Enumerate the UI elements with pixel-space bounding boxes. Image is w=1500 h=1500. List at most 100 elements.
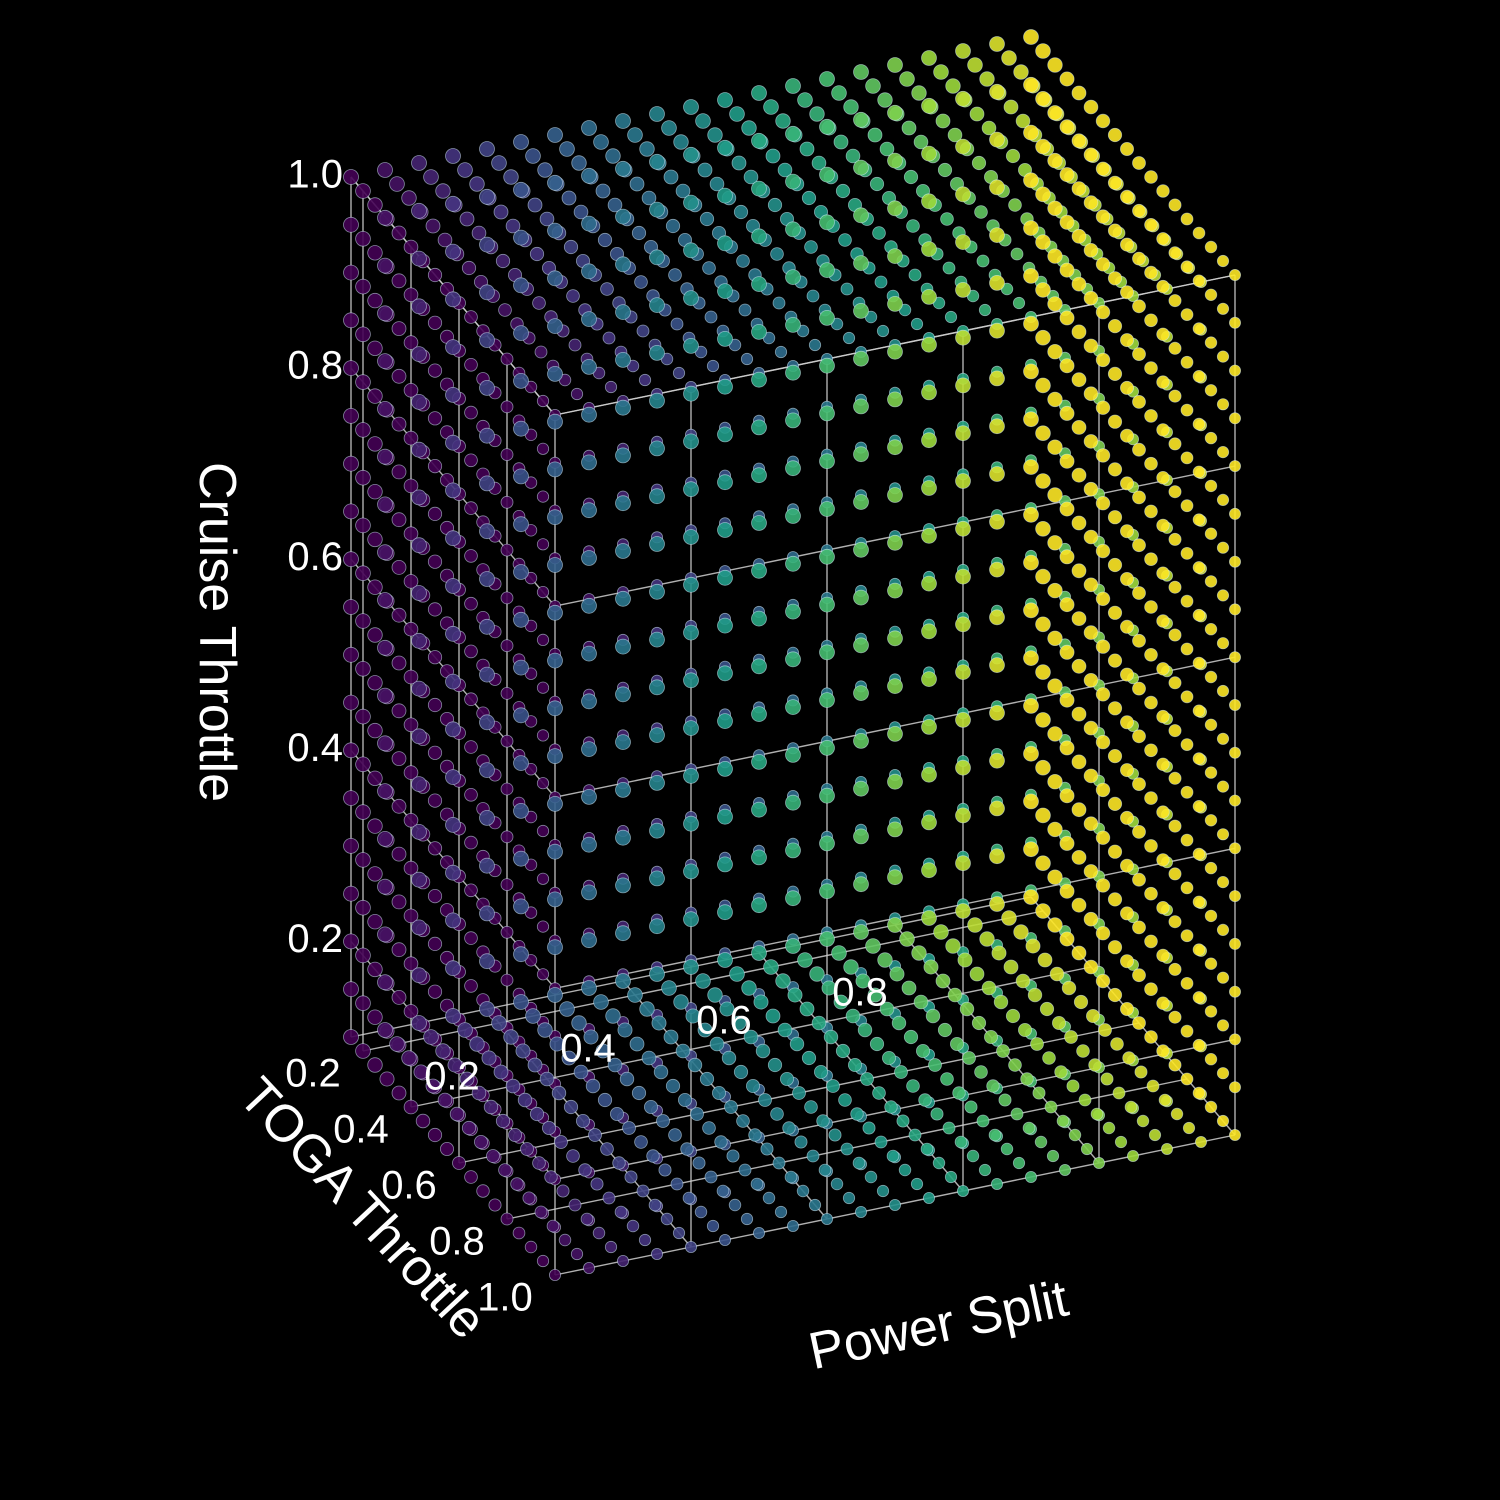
data-point (717, 808, 733, 825)
data-point (391, 273, 407, 289)
data-point (955, 855, 971, 872)
data-point (563, 239, 579, 255)
data-point (1204, 1005, 1218, 1018)
data-point (1023, 745, 1039, 762)
data-point (702, 261, 716, 275)
data-point (498, 1163, 512, 1177)
data-point (343, 407, 359, 424)
data-point (751, 132, 767, 149)
data-point (500, 448, 514, 462)
data-point (1035, 664, 1051, 680)
data-point (445, 243, 461, 260)
data-point (751, 658, 767, 675)
data-point (355, 183, 371, 199)
data-point (610, 1107, 625, 1122)
data-point (1059, 835, 1075, 851)
data-point (1120, 906, 1135, 921)
data-point (955, 473, 971, 489)
data-point (536, 681, 550, 694)
data-point (1071, 467, 1087, 483)
data-point (532, 296, 546, 310)
data-point (581, 215, 597, 232)
data-point (683, 672, 699, 689)
data-point (1047, 57, 1063, 73)
data-point (717, 761, 733, 777)
data-point (459, 211, 475, 227)
data-point (944, 1170, 958, 1184)
data-point (481, 1050, 497, 1066)
data-point (1216, 1019, 1230, 1032)
data-point (819, 214, 835, 231)
data-point (887, 487, 903, 503)
data-point (753, 994, 769, 1010)
data-point (649, 966, 665, 982)
data-point (525, 1008, 541, 1024)
data-point (1148, 1128, 1162, 1142)
data-point (1180, 977, 1194, 990)
data-point (706, 1219, 720, 1233)
data-point (1023, 459, 1039, 475)
data-point (835, 1043, 851, 1059)
data-point (391, 607, 407, 623)
data-point (343, 742, 359, 759)
data-point (933, 924, 949, 940)
data-point (561, 1050, 577, 1066)
data-point (1023, 650, 1039, 666)
data-point (785, 125, 801, 142)
data-point (1047, 535, 1063, 551)
data-point (636, 324, 650, 338)
data-point (1107, 653, 1123, 668)
data-point (704, 1170, 718, 1184)
data-point (570, 387, 584, 401)
data-point (1229, 842, 1242, 855)
data-point (785, 316, 801, 333)
data-point (653, 1064, 669, 1080)
data-point (1080, 1142, 1094, 1156)
data-point (1025, 938, 1041, 954)
data-point (649, 583, 665, 600)
data-point (955, 616, 971, 633)
data-point (615, 829, 631, 846)
data-point (853, 64, 869, 80)
data-point (1071, 658, 1087, 674)
data-point (1023, 76, 1039, 93)
data-point (461, 1120, 477, 1136)
data-point (1064, 1030, 1078, 1044)
data-point (906, 1079, 920, 1093)
data-point (615, 543, 631, 559)
data-point (1168, 246, 1182, 260)
data-point (1083, 959, 1099, 975)
data-point (500, 687, 514, 700)
data-point (367, 914, 383, 930)
data-point (683, 959, 699, 975)
data-point (751, 945, 767, 961)
data-point (964, 1100, 978, 1114)
data-point (955, 903, 971, 919)
data-point (1018, 1023, 1033, 1038)
data-point (819, 309, 835, 326)
data-point (1156, 279, 1170, 294)
data-point (921, 288, 937, 305)
data-point (731, 155, 747, 171)
data-point (993, 994, 1009, 1010)
data-point (377, 496, 393, 513)
data-point (1023, 793, 1039, 810)
data-point (1059, 788, 1075, 804)
data-point (733, 1064, 749, 1080)
data-point (500, 543, 514, 557)
data-point (772, 296, 786, 310)
data-point (690, 1107, 704, 1121)
data-point (1156, 184, 1170, 198)
data-point (1156, 375, 1170, 389)
data-point (367, 722, 383, 739)
data-point (853, 685, 869, 701)
data-point (1229, 1129, 1242, 1142)
data-point (377, 735, 393, 752)
data-point (615, 925, 631, 942)
data-point (683, 576, 699, 593)
data-point (1035, 282, 1051, 298)
data-point (663, 169, 679, 185)
data-point (513, 707, 529, 724)
data-point (536, 442, 550, 455)
data-point (367, 675, 383, 691)
